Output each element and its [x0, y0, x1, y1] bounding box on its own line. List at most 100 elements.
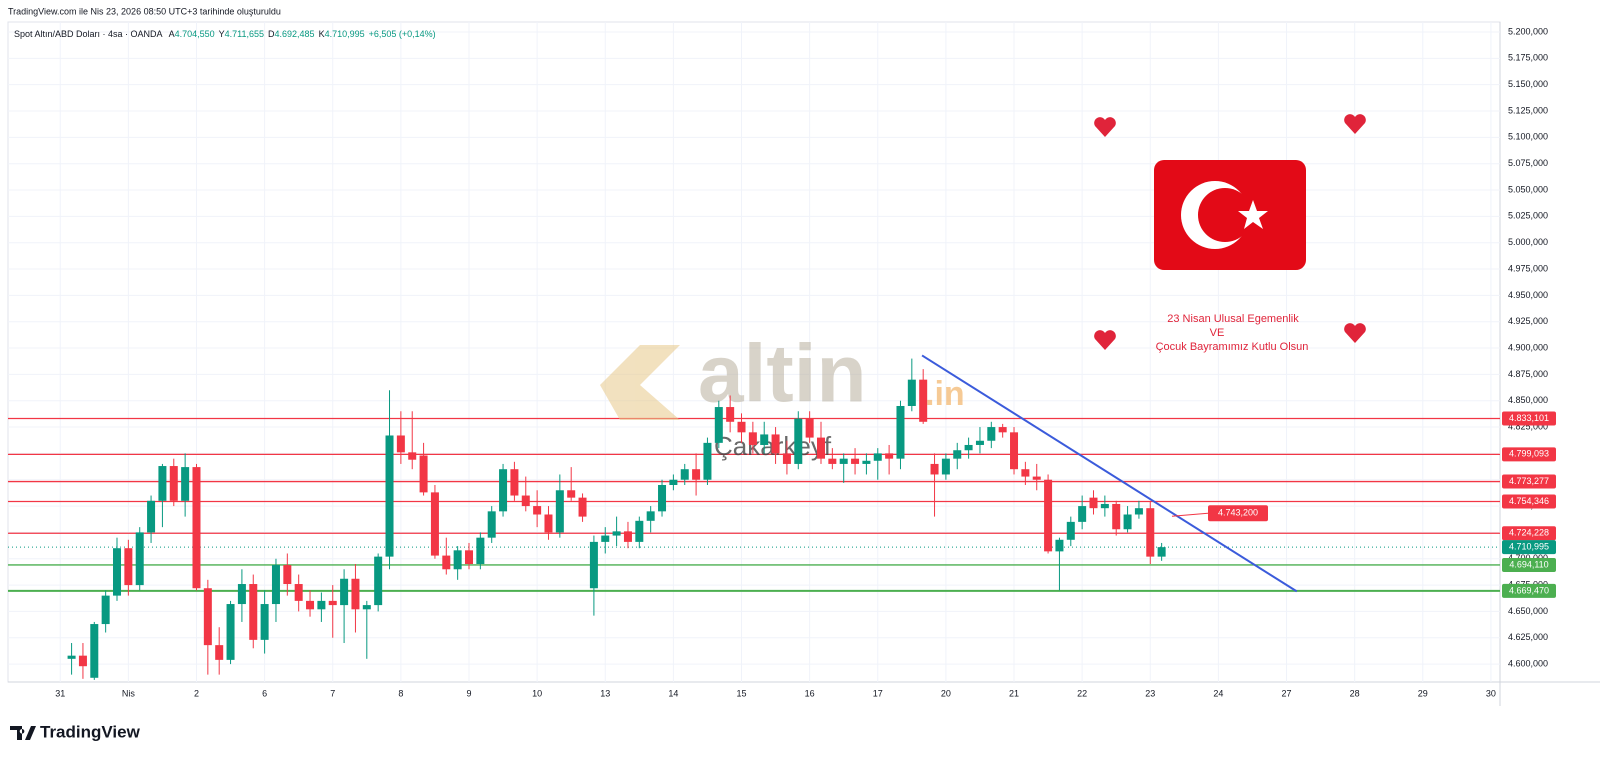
candle-body [260, 604, 269, 640]
x-tick-label: 20 [941, 688, 951, 698]
y-tick-label: 4.950,000 [1508, 290, 1548, 300]
candle-body [192, 467, 201, 589]
price-tag-label: 4.833,101 [1509, 413, 1549, 423]
candle-body [67, 655, 76, 659]
candle-body [896, 405, 905, 459]
candle-body [1134, 508, 1143, 515]
y-tick-label: 4.850,000 [1508, 395, 1548, 405]
logo-text: TradingView [40, 722, 141, 741]
candle-body [271, 565, 280, 605]
ohlc-value: 4.710,995 [325, 29, 365, 39]
candle-body [1010, 432, 1019, 470]
candle-body [1146, 508, 1155, 557]
candle-body [646, 511, 655, 521]
x-tick-label: 29 [1418, 688, 1428, 698]
candle-body [362, 605, 371, 610]
symbol: Spot Altın/ABD Doları · 4sa · OANDA [14, 29, 163, 39]
x-tick-label: 24 [1213, 688, 1223, 698]
candle-body [862, 460, 871, 464]
heart [1094, 117, 1116, 137]
candle-body [794, 418, 803, 464]
candle-body [748, 432, 757, 445]
candle-body [578, 497, 587, 517]
ohlc-key: Y [219, 29, 225, 39]
candle-body [306, 600, 315, 610]
candle-body [589, 541, 598, 589]
candle-body [907, 379, 916, 406]
x-tick-label: 31 [55, 688, 65, 698]
candle-body [226, 604, 235, 660]
x-tick-label: 16 [805, 688, 815, 698]
x-tick-label: 13 [600, 688, 610, 698]
candle-body [169, 466, 178, 501]
y-tick-label: 5.075,000 [1508, 158, 1548, 168]
watermark: altin .in [600, 329, 965, 420]
candle-body [828, 458, 837, 464]
y-tick-label: 5.150,000 [1508, 79, 1548, 89]
callout-label: 4.743,200 [1218, 508, 1258, 518]
x-tick-label: 15 [737, 688, 747, 698]
candle-body [351, 578, 360, 610]
ohlc-value: 4.692,485 [275, 29, 315, 39]
x-tick-label: Nis [122, 688, 135, 698]
x-tick-label: 27 [1282, 688, 1292, 698]
hearts [1094, 114, 1366, 350]
x-tick-label: 23 [1145, 688, 1155, 698]
candle-body [101, 595, 110, 625]
created-note: TradingView.com ile Nis 23, 2026 08:50 U… [8, 6, 281, 16]
x-tick-label: 10 [532, 688, 542, 698]
plot-layer: 4.600,0004.625,0004.650,0004.675,0004.70… [55, 26, 1556, 698]
heart [1344, 114, 1366, 134]
price-tag-label: 4.754,346 [1509, 496, 1549, 506]
candle-body [124, 548, 133, 586]
candle-body [113, 548, 122, 596]
ohlc-value: 4.704,550 [175, 29, 215, 39]
candle-body [839, 458, 848, 464]
candle-body [1100, 503, 1109, 509]
candle-body [703, 442, 712, 480]
x-tick-label: 14 [668, 688, 678, 698]
candle-body [771, 434, 780, 454]
price-tag [1502, 526, 1556, 541]
x-tick-label: 2 [194, 688, 199, 698]
candle-body [442, 555, 451, 570]
watermark-logo [600, 345, 680, 420]
candle-body [294, 584, 303, 601]
candle-body [555, 490, 564, 533]
price-tag [1502, 583, 1556, 598]
y-tick-label: 4.925,000 [1508, 316, 1548, 326]
candle-body [1089, 497, 1098, 509]
candle-body [737, 421, 746, 433]
x-tick-label: 9 [466, 688, 471, 698]
y-tick-label: 4.650,000 [1508, 606, 1548, 616]
y-tick-label: 4.900,000 [1508, 342, 1548, 352]
candle-body [385, 435, 394, 557]
candle-body [487, 511, 496, 538]
x-tick-label: 8 [398, 688, 403, 698]
candle-body [396, 435, 405, 453]
ohlc-key: K [319, 29, 325, 39]
x-tick-label: 17 [873, 688, 883, 698]
tradingview-logo: TradingView [10, 722, 141, 741]
x-tick-label: 6 [262, 688, 267, 698]
candle-body [499, 469, 508, 512]
candle-body [1078, 506, 1087, 522]
candle-body [181, 467, 190, 501]
candle-body [998, 427, 1007, 433]
price-tag-label: 4.724,228 [1509, 528, 1549, 538]
candle-body [714, 407, 723, 443]
y-tick-label: 5.000,000 [1508, 237, 1548, 247]
y-tick-label: 4.825,000 [1508, 421, 1548, 431]
ohlc-key: D [268, 29, 275, 39]
candle-body [964, 444, 973, 451]
price-tag-label: 4.773,277 [1509, 476, 1549, 486]
heart [1094, 330, 1116, 350]
x-tick-label: 21 [1009, 688, 1019, 698]
ohlc-value: 4.711,655 [225, 29, 264, 39]
candle-body [680, 469, 689, 480]
candle-body [544, 514, 553, 533]
candle-body [692, 469, 701, 480]
price-tag [1502, 411, 1556, 426]
price-tag [1502, 494, 1556, 509]
